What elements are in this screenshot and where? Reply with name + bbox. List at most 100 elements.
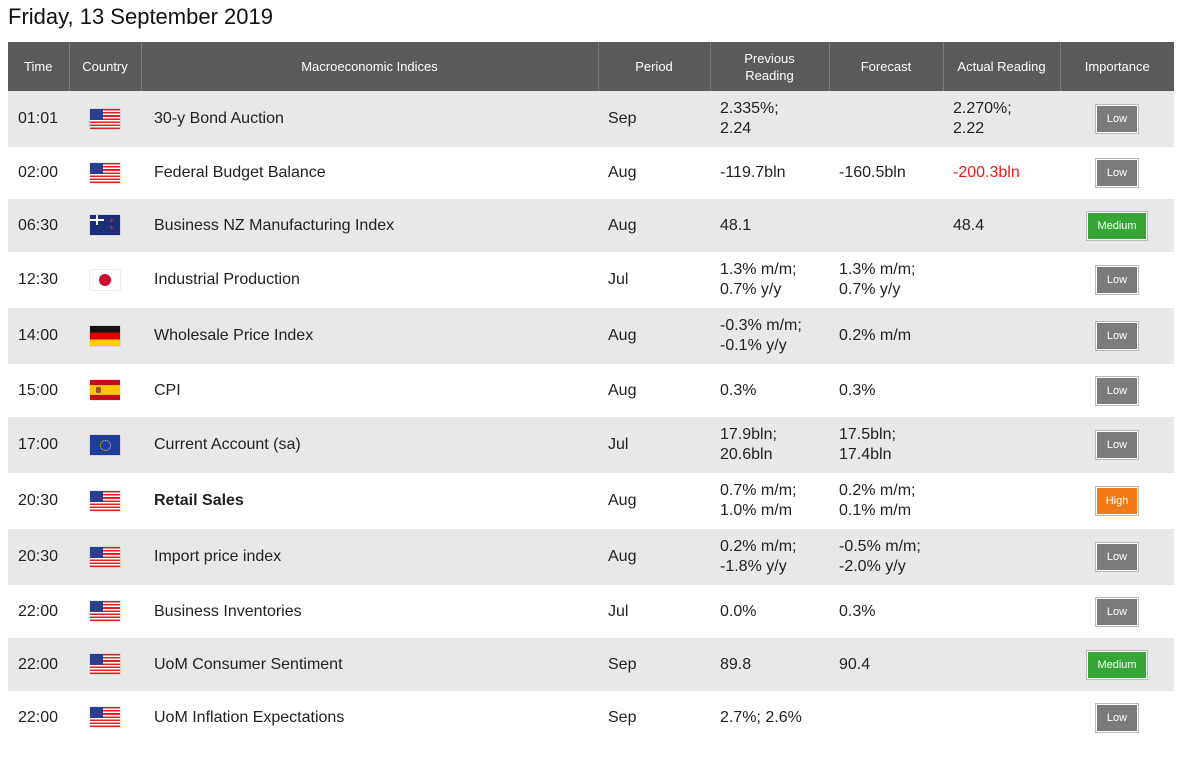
cell-previous: 48.1 xyxy=(710,199,829,252)
cell-forecast: 0.2% m/m; 0.1% m/m xyxy=(829,473,943,529)
cell-country xyxy=(69,308,141,364)
table-row: 20:30 Retail Sales Aug 0.7% m/m; 1.0% m/m 0.2… xyxy=(8,473,1174,529)
cell-forecast-line1: 0.2% m/m; xyxy=(839,482,916,499)
cell-period: Jul xyxy=(598,417,710,473)
cell-forecast-line1: 17.5bln; xyxy=(839,426,896,443)
cell-period: Aug xyxy=(598,308,710,364)
header-previous-line1: Previous xyxy=(744,50,795,66)
cell-actual xyxy=(943,417,1060,473)
cell-previous-line1: -0.3% m/m; xyxy=(720,317,802,334)
flag-new-zealand-icon xyxy=(90,215,120,236)
cell-country xyxy=(69,252,141,308)
table-row: 01:01 30-y Bond Auction Sep 2.335%; 2.24 2.27… xyxy=(8,91,1174,147)
header-importance: Importance xyxy=(1060,42,1174,91)
cell-importance: Low xyxy=(1060,585,1174,638)
cell-country xyxy=(69,417,141,473)
cell-forecast-line2: 17.4bln xyxy=(839,446,892,463)
cell-forecast-line1: -0.5% m/m; xyxy=(839,538,921,555)
importance-badge: Medium xyxy=(1087,211,1147,240)
flag-usa-icon xyxy=(90,546,120,567)
cell-period: Aug xyxy=(598,147,710,199)
cell-index: Current Account (sa) xyxy=(141,417,598,473)
cell-period: Aug xyxy=(598,199,710,252)
cell-previous: 0.0% xyxy=(710,585,829,638)
cell-period: Sep xyxy=(598,638,710,691)
cell-country xyxy=(69,473,141,529)
cell-previous-line2: 0.7% y/y xyxy=(720,281,782,298)
cell-importance: Medium xyxy=(1060,199,1174,252)
economic-calendar-table: Time Country Macroeconomic Indices Perio… xyxy=(8,42,1174,744)
cell-actual: -200.3bln xyxy=(943,147,1060,199)
cell-country xyxy=(69,91,141,147)
cell-previous-line2: 1.0% m/m xyxy=(720,502,793,519)
flag-japan-icon xyxy=(90,269,120,290)
header-previous-line2: Reading xyxy=(745,67,794,83)
cell-forecast: 0.3% xyxy=(829,585,943,638)
cell-importance: Low xyxy=(1060,364,1174,417)
cell-importance: Low xyxy=(1060,308,1174,364)
table-row: 12:30 Industrial Production Jul 1.3% m/m; 0.… xyxy=(8,252,1174,308)
cell-previous-line1: 48.1 xyxy=(720,216,752,234)
cell-time: 02:00 xyxy=(8,147,69,199)
table-header-row: Time Country Macroeconomic Indices Perio… xyxy=(8,42,1174,91)
cell-time: 22:00 xyxy=(8,585,69,638)
importance-badge: Low xyxy=(1096,105,1138,133)
importance-badge: Low xyxy=(1096,703,1138,732)
cell-time: 17:00 xyxy=(8,417,69,473)
flag-eu-icon xyxy=(90,434,120,455)
cell-actual-line2: 2.22 xyxy=(953,120,985,137)
cell-previous-line2: 2.24 xyxy=(720,120,752,137)
cell-previous-line1: -119.7bln xyxy=(720,164,786,181)
cell-time: 20:30 xyxy=(8,473,69,529)
table-row: 22:00 Business Inventories Jul 0.0% 0.3% Low xyxy=(8,585,1174,638)
cell-index: 30-y Bond Auction xyxy=(141,91,598,147)
cell-time: 22:00 xyxy=(8,691,69,744)
flag-spain-icon xyxy=(90,380,120,401)
cell-time: 14:00 xyxy=(8,308,69,364)
table-row: 02:00 Federal Budget Balance Aug -119.7bln -… xyxy=(8,147,1174,199)
importance-badge: Low xyxy=(1096,597,1138,626)
cell-actual-line1: -200.3bln xyxy=(953,164,1020,181)
cell-index: Import price index xyxy=(141,529,598,585)
cell-previous-line1: 0.3% xyxy=(720,381,757,399)
cell-time: 20:30 xyxy=(8,529,69,585)
cell-index: UoM Inflation Expectations xyxy=(141,691,598,744)
cell-forecast xyxy=(829,199,943,252)
cell-importance: Medium xyxy=(1060,638,1174,691)
table-row: 15:00 CPI Aug 0.3% 0.3% Low xyxy=(8,364,1174,417)
cell-actual xyxy=(943,473,1060,529)
cell-previous-line1: 0.2% m/m; xyxy=(720,538,797,555)
cell-index: CPI xyxy=(141,364,598,417)
cell-index: Business Inventories xyxy=(141,585,598,638)
cell-forecast xyxy=(829,691,943,744)
cell-actual: 2.270%; 2.22 xyxy=(943,91,1060,147)
cell-forecast-line1: 0.3% xyxy=(839,381,876,399)
cell-time: 12:30 xyxy=(8,252,69,308)
cell-importance: Low xyxy=(1060,147,1174,199)
cell-actual-line1: 48.4 xyxy=(953,216,985,234)
importance-badge: Low xyxy=(1096,159,1138,187)
flag-usa-icon xyxy=(90,601,120,622)
header-index: Macroeconomic Indices xyxy=(141,42,599,91)
table-row: 20:30 Import price index Aug 0.2% m/m; -1.8%… xyxy=(8,529,1174,585)
cell-actual: 48.4 xyxy=(943,199,1060,252)
importance-badge: Low xyxy=(1096,266,1138,294)
cell-previous: 1.3% m/m; 0.7% y/y xyxy=(710,252,829,308)
cell-previous: 0.3% xyxy=(710,364,829,417)
cell-actual xyxy=(943,364,1060,417)
cell-time: 22:00 xyxy=(8,638,69,691)
cell-importance: Low xyxy=(1060,691,1174,744)
cell-previous-line1: 89.8 xyxy=(720,655,752,673)
cell-index: Wholesale Price Index xyxy=(141,308,598,364)
cell-index: Federal Budget Balance xyxy=(141,147,598,199)
cell-country xyxy=(69,638,141,691)
cell-forecast-line1: 0.3% xyxy=(839,602,876,620)
cell-previous-line2: 20.6bln xyxy=(720,446,773,463)
cell-previous: 89.8 xyxy=(710,638,829,691)
cell-period: Sep xyxy=(598,691,710,744)
page-title: Friday, 13 September 2019 xyxy=(8,4,273,29)
cell-forecast-line1: 1.3% m/m; xyxy=(839,261,916,278)
cell-importance: Low xyxy=(1060,529,1174,585)
importance-badge: Low xyxy=(1096,376,1138,405)
header-time: Time xyxy=(8,42,70,91)
